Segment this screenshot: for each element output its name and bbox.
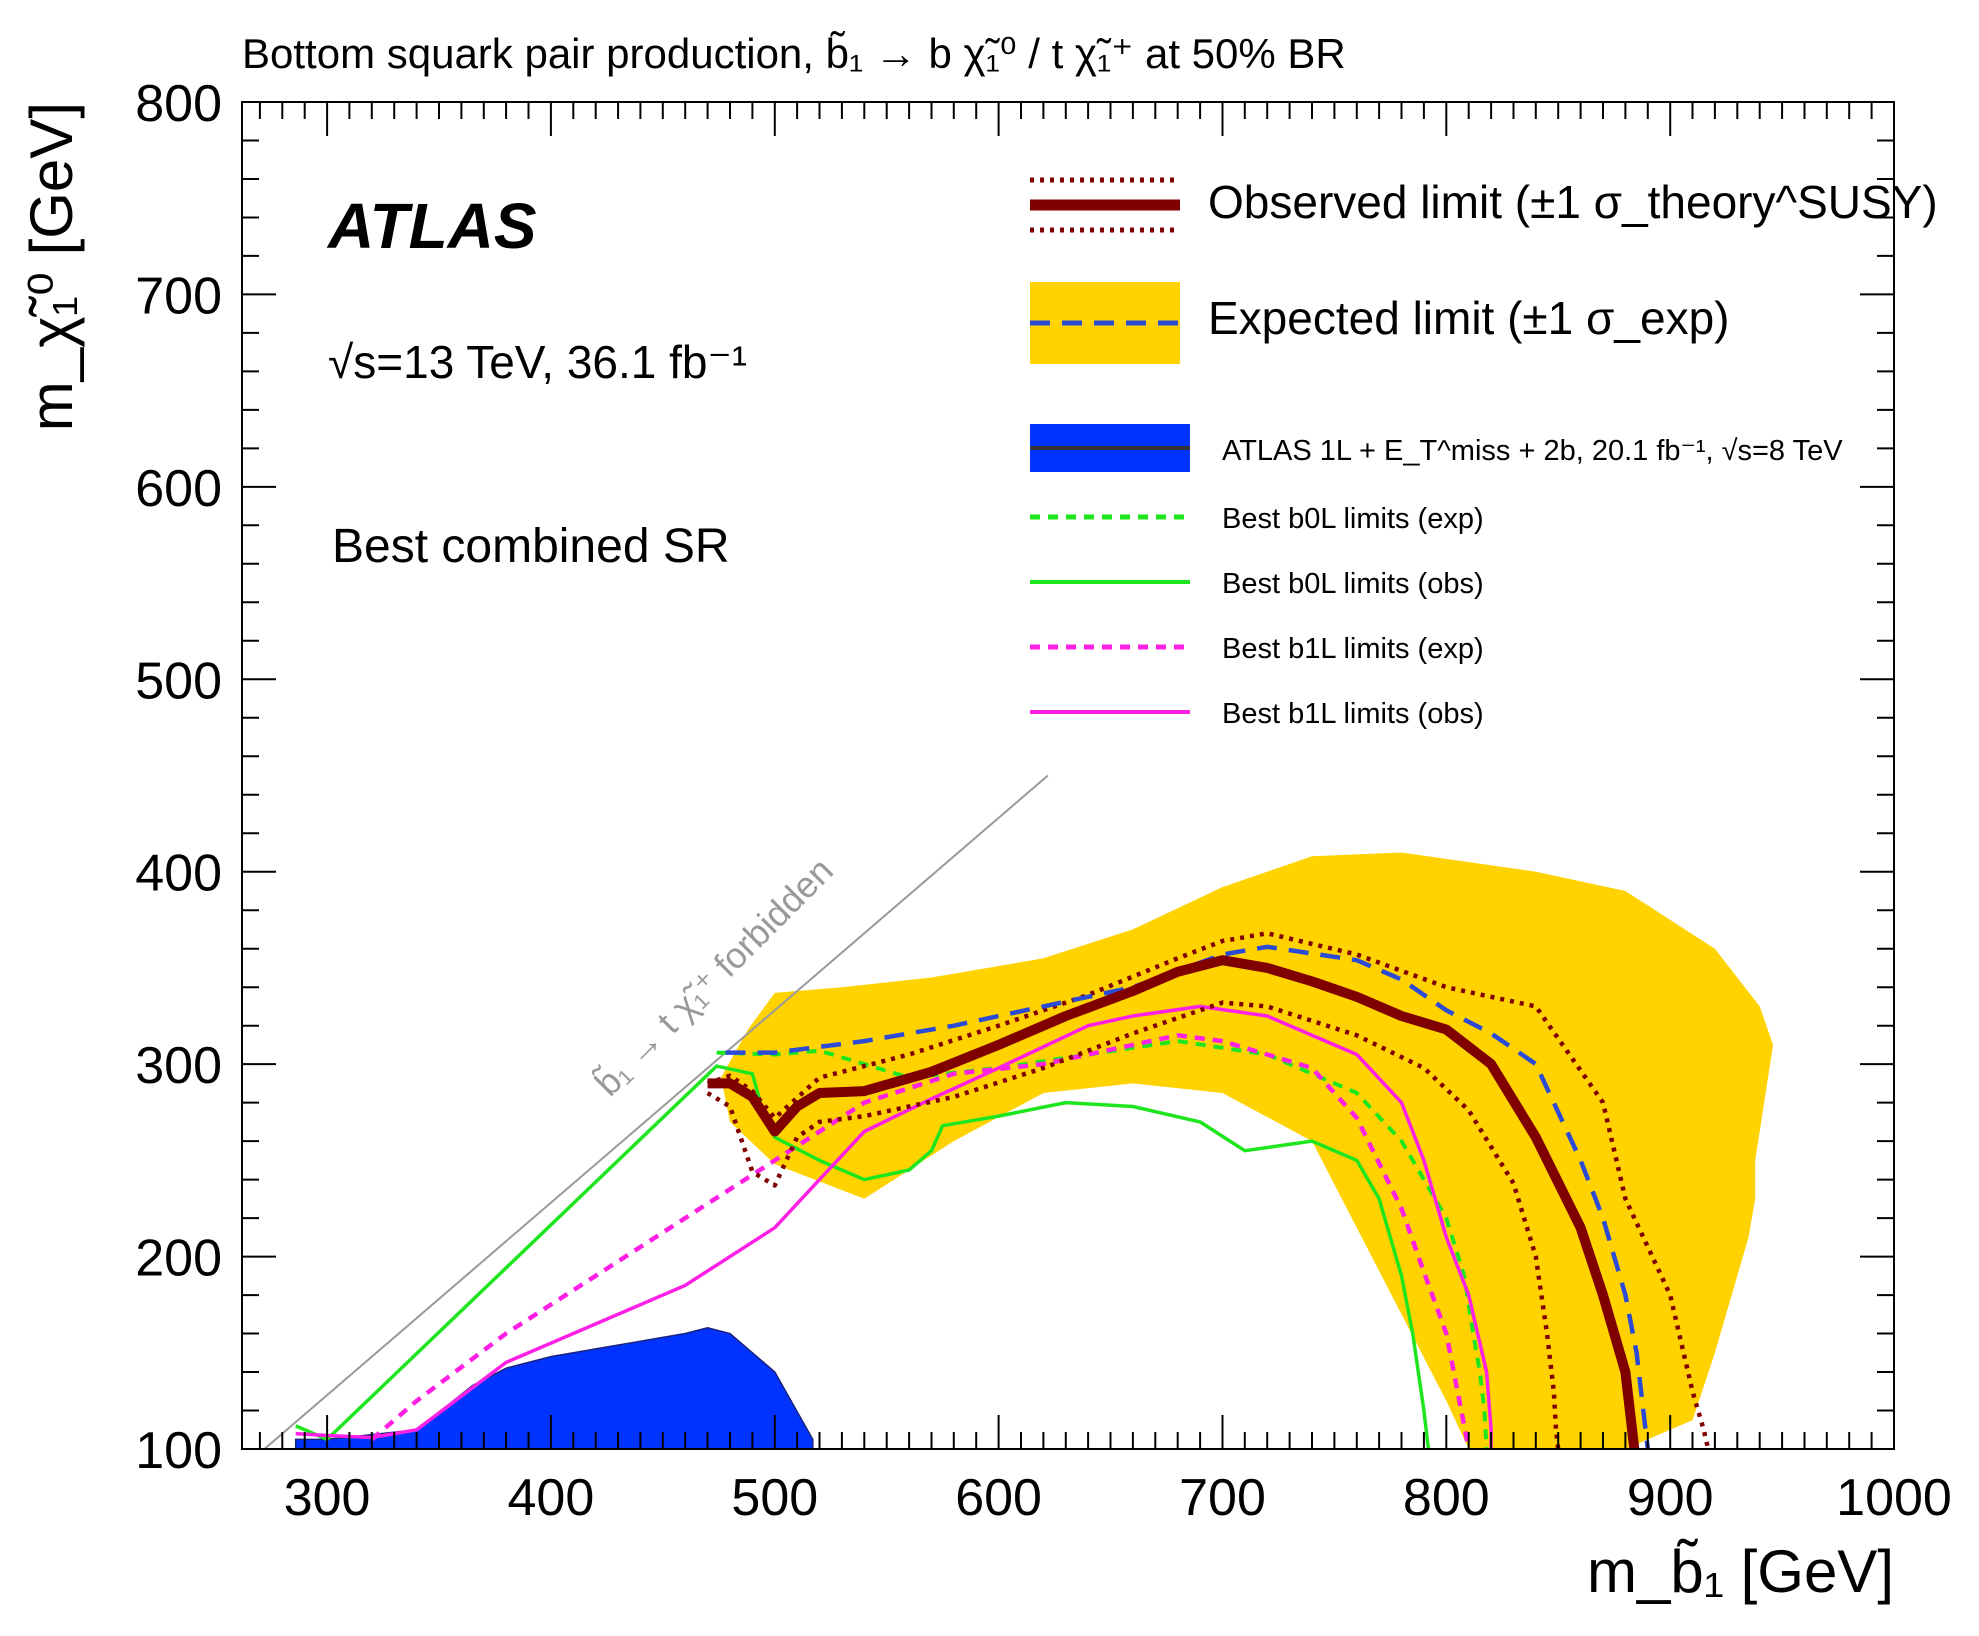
series-expected <box>725 944 1651 1449</box>
y-tick-label: 600 <box>135 460 222 518</box>
series-b1l-obs <box>295 1004 1493 1449</box>
x-tick-label: 1000 <box>1836 1469 1952 1527</box>
x-axis-title: m_b̃₁ [GeV] <box>1587 1538 1894 1605</box>
x-tick-label: 900 <box>1627 1469 1714 1527</box>
y-tick-label: 400 <box>135 845 222 903</box>
x-tick-label: 800 <box>1403 1469 1490 1527</box>
legend-b1l-exp: Best b1L limits (exp) <box>1030 633 1484 665</box>
legend-run1: ATLAS 1L + E_T^miss + 2b, 20.1 fb⁻¹, √s=… <box>1030 424 1843 472</box>
y-tick-label: 200 <box>135 1230 222 1288</box>
x-tick-label: 500 <box>731 1469 818 1527</box>
legend-observed: Observed limit (±1 σ_theory^SUSY) <box>1030 176 1938 233</box>
series-b1l-exp <box>370 1033 1471 1449</box>
legend-b1l-obs-label: Best b1L limits (obs) <box>1222 698 1484 730</box>
legend-b0l-exp: Best b0L limits (exp) <box>1030 503 1484 535</box>
legend-expected-label: Expected limit (±1 σ_exp) <box>1208 292 1730 344</box>
legend-observed-label: Observed limit (±1 σ_theory^SUSY) <box>1208 176 1938 228</box>
y-tick-label: 700 <box>135 267 222 325</box>
legend-b1l-obs: Best b1L limits (obs) <box>1030 698 1484 730</box>
experiment-label: ATLAS <box>326 190 537 262</box>
x-tick-label: 700 <box>1179 1469 1266 1527</box>
legend-b0l-obs-label: Best b0L limits (obs) <box>1222 568 1484 600</box>
legend-b0l-obs: Best b0L limits (obs) <box>1030 568 1484 600</box>
series-run1 <box>294 1327 814 1449</box>
y-axis-title: m_χ̃₁⁰ [GeV] <box>18 102 85 431</box>
series-observed <box>707 955 1640 1449</box>
legend: Observed limit (±1 σ_theory^SUSY) Expect… <box>1030 176 1938 730</box>
chart-title: Bottom squark pair production, b̃₁ → b χ… <box>242 30 1346 77</box>
series-observed-up <box>706 931 1711 1449</box>
legend-b0l-exp-label: Best b0L limits (exp) <box>1222 503 1484 535</box>
x-tick-label: 300 <box>284 1469 371 1527</box>
x-tick-label: 400 <box>508 1469 595 1527</box>
y-tick-label: 500 <box>135 652 222 710</box>
legend-b1l-exp-label: Best b1L limits (exp) <box>1222 633 1484 665</box>
region-label: Best combined SR <box>332 520 730 573</box>
legend-expected: Expected limit (±1 σ_exp) <box>1030 282 1730 364</box>
data-layer <box>263 774 1774 1449</box>
series-observed-dn <box>706 1000 1561 1449</box>
tick-layer: 300 400 500 600 700 800 900 1000 100 200 300 400 500… <box>135 75 1952 1527</box>
energy-lumi-label: √s=13 TeV, 36.1 fb⁻¹ <box>328 336 747 388</box>
legend-run1-label: ATLAS 1L + E_T^miss + 2b, 20.1 fb⁻¹, √s=… <box>1222 435 1843 467</box>
y-tick-label: 800 <box>135 75 222 133</box>
x-tick-label: 600 <box>955 1469 1042 1527</box>
y-tick-label: 300 <box>135 1037 222 1095</box>
y-tick-label: 100 <box>135 1422 222 1480</box>
plot-frame <box>241 101 1895 1450</box>
series-diagonal <box>263 774 1049 1449</box>
